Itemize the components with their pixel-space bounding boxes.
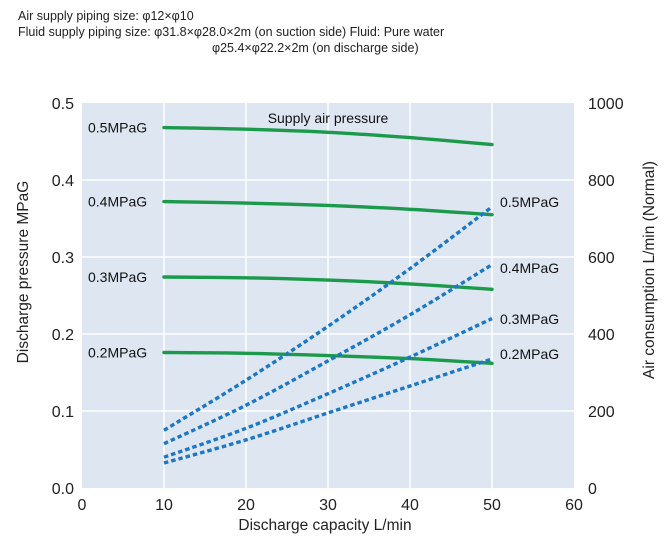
grid xyxy=(82,103,574,488)
y-tick-label: 0.2 xyxy=(52,327,74,344)
x-tick-label: 40 xyxy=(401,497,419,514)
y2-tick-label: 600 xyxy=(588,250,615,267)
y-axis-label: Discharge pressure MPaG xyxy=(15,181,32,364)
pressure-line xyxy=(162,199,494,217)
x-tick-label: 20 xyxy=(237,497,255,514)
pressure-line-label: 0.4MPaG xyxy=(88,194,147,210)
x-axis-label: Discharge capacity L/min xyxy=(238,517,411,534)
pressure-line xyxy=(162,350,494,365)
fluid-piping-note: Fluid supply piping size: φ31.8×φ28.0×2m… xyxy=(18,25,445,39)
series xyxy=(162,125,494,465)
pressure-line xyxy=(162,275,494,291)
x-tick-label: 0 xyxy=(78,497,87,514)
y2-tick-label: 0 xyxy=(588,481,597,498)
air-consumption-line xyxy=(163,263,493,446)
air-consumption-line xyxy=(163,357,493,465)
y2-axis-label: Air consumption L/min (Normal) xyxy=(641,161,658,379)
y2-tick-label: 200 xyxy=(588,404,615,421)
annotation: Supply air pressure xyxy=(268,110,389,126)
air-line-label: 0.3MPaG xyxy=(500,311,559,327)
air-line-label: 0.4MPaG xyxy=(500,260,559,276)
piping-notes: Air supply piping size: φ12×φ10 Fluid su… xyxy=(18,8,444,56)
y2-tick-label: 1000 xyxy=(588,96,624,113)
pressure-line-label: 0.2MPaG xyxy=(88,344,147,360)
air-consumption-line xyxy=(163,205,494,432)
y-tick-label: 0.3 xyxy=(52,250,74,267)
x-tick-label: 50 xyxy=(483,497,501,514)
y-tick-label: 0.4 xyxy=(52,173,74,190)
air-line-label: 0.2MPaG xyxy=(500,346,559,362)
x-tick-label: 10 xyxy=(155,497,173,514)
pressure-line-label: 0.3MPaG xyxy=(88,269,147,285)
x-tick-label: 60 xyxy=(565,497,583,514)
pressure-line xyxy=(162,125,494,147)
fluid-piping-note-2: φ25.4×φ22.2×2m (on discharge side) xyxy=(212,41,419,55)
tick-labels: 0 10 20 30 40 50 60 0.0 0.1 0.2 0.3 0.4 0.5 0 200 400 60… xyxy=(52,96,624,514)
air-consumption-line xyxy=(163,317,493,459)
x-tick-label: 30 xyxy=(319,497,337,514)
air-piping-note: Air supply piping size: φ12×φ10 xyxy=(18,9,194,23)
y2-tick-label: 800 xyxy=(588,173,615,190)
y-tick-label: 0.1 xyxy=(52,404,74,421)
y-tick-label: 0.5 xyxy=(52,96,74,113)
y2-tick-label: 400 xyxy=(588,327,615,344)
pressure-line-label: 0.5MPaG xyxy=(88,120,147,136)
air-line-label: 0.5MPaG xyxy=(500,194,559,210)
y-tick-label: 0.0 xyxy=(52,481,74,498)
series-labels: 0.5MPaG 0.4MPaG 0.3MPaG 0.2MPaG 0.5MPaG 0.4MP… xyxy=(88,120,559,362)
